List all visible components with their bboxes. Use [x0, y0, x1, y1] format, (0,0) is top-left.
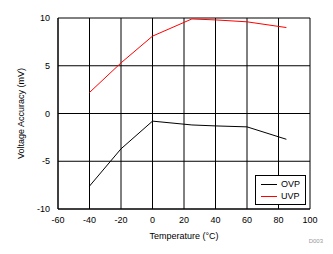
- svg-text:0: 0: [45, 109, 50, 119]
- svg-text:-40: -40: [83, 215, 96, 225]
- svg-text:-60: -60: [51, 215, 64, 225]
- svg-text:80: 80: [273, 215, 283, 225]
- svg-text:100: 100: [302, 215, 317, 225]
- html-text:OVP: OVP: [281, 179, 300, 189]
- svg-text:0: 0: [150, 215, 155, 225]
- svg-text:-20: -20: [114, 215, 127, 225]
- html-text:UVP: UVP: [281, 191, 300, 201]
- html-text:D003: D003: [308, 238, 323, 244]
- svg-text:-10: -10: [37, 204, 50, 214]
- svg-text:Temperature (°C): Temperature (°C): [149, 231, 218, 241]
- svg-text:20: 20: [179, 215, 189, 225]
- svg-text:5: 5: [45, 61, 50, 71]
- svg-text:60: 60: [242, 215, 252, 225]
- svg-text:Voltage Accuracy (mV): Voltage Accuracy (mV): [16, 68, 26, 159]
- svg-text:-5: -5: [42, 156, 50, 166]
- svg-text:40: 40: [210, 215, 220, 225]
- svg-text:10: 10: [40, 13, 50, 23]
